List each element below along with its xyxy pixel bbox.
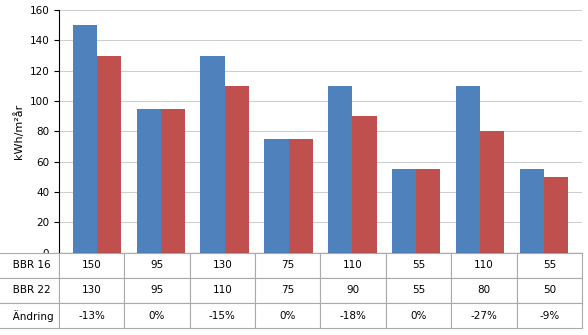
Bar: [264, 139, 289, 253]
Bar: [5, 258, 58, 272]
Bar: [352, 116, 377, 253]
Y-axis label: kWh/m²år: kWh/m²år: [13, 104, 24, 159]
Bar: [97, 56, 121, 253]
Bar: [5, 284, 58, 297]
Bar: [544, 177, 568, 253]
Bar: [136, 109, 161, 253]
Bar: [480, 131, 505, 253]
Bar: [328, 86, 352, 253]
Bar: [73, 25, 97, 253]
Bar: [161, 109, 185, 253]
Bar: [5, 309, 58, 323]
Bar: [225, 86, 249, 253]
Bar: [456, 86, 480, 253]
Bar: [520, 169, 544, 253]
Bar: [416, 169, 440, 253]
Bar: [201, 56, 225, 253]
Bar: [289, 139, 313, 253]
Bar: [392, 169, 416, 253]
